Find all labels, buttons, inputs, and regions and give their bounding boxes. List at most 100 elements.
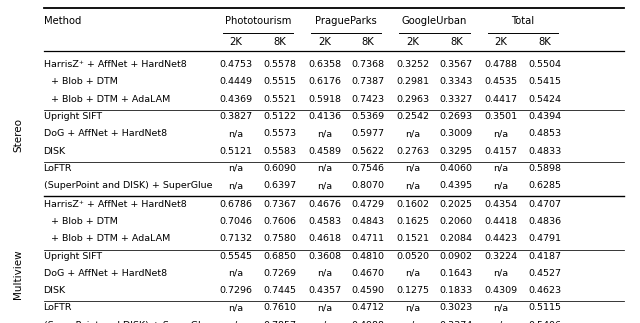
Text: LoFTR: LoFTR [44, 303, 72, 312]
Text: 0.4136: 0.4136 [308, 112, 341, 121]
Text: 0.5545: 0.5545 [220, 252, 253, 261]
Text: 0.5406: 0.5406 [528, 321, 561, 323]
Text: Total: Total [511, 16, 534, 26]
Text: 0.4395: 0.4395 [440, 181, 473, 190]
Text: n/a: n/a [317, 321, 332, 323]
Text: LoFTR: LoFTR [44, 164, 72, 173]
Text: n/a: n/a [317, 269, 332, 278]
Text: n/a: n/a [228, 303, 244, 312]
Text: 0.5504: 0.5504 [528, 60, 561, 69]
Text: DISK: DISK [44, 147, 66, 155]
Text: n/a: n/a [228, 269, 244, 278]
Text: Upright SIFT: Upright SIFT [44, 112, 102, 121]
Text: 0.4712: 0.4712 [351, 303, 385, 312]
Text: 0.1275: 0.1275 [396, 286, 429, 295]
Text: n/a: n/a [317, 303, 332, 312]
Text: (SuperPoint and DISK) + SuperGlue: (SuperPoint and DISK) + SuperGlue [44, 321, 212, 323]
Text: (SuperPoint and DISK) + SuperGlue: (SuperPoint and DISK) + SuperGlue [44, 181, 212, 190]
Text: 0.2084: 0.2084 [440, 234, 473, 243]
Text: 0.5583: 0.5583 [263, 147, 296, 155]
Text: 0.4417: 0.4417 [484, 95, 518, 104]
Text: 0.3023: 0.3023 [440, 303, 473, 312]
Text: 0.4833: 0.4833 [528, 147, 561, 155]
Text: 0.7445: 0.7445 [263, 286, 296, 295]
Text: 8K: 8K [538, 37, 551, 47]
Text: 0.4527: 0.4527 [528, 269, 561, 278]
Text: 0.4590: 0.4590 [351, 286, 385, 295]
Text: 0.5369: 0.5369 [351, 112, 385, 121]
Text: 0.7269: 0.7269 [263, 269, 296, 278]
Text: 0.5515: 0.5515 [263, 78, 296, 86]
Text: 0.4423: 0.4423 [484, 234, 518, 243]
Text: 0.5578: 0.5578 [263, 60, 296, 69]
Text: 0.6090: 0.6090 [263, 164, 296, 173]
Text: 0.0902: 0.0902 [440, 252, 473, 261]
Text: 0.4394: 0.4394 [528, 112, 561, 121]
Text: 0.7367: 0.7367 [263, 200, 296, 209]
Text: n/a: n/a [493, 181, 509, 190]
Text: 0.4449: 0.4449 [220, 78, 253, 86]
Text: 0.3009: 0.3009 [440, 129, 473, 138]
Text: 0.1521: 0.1521 [396, 234, 429, 243]
Text: 0.6285: 0.6285 [528, 181, 561, 190]
Text: 0.5521: 0.5521 [263, 95, 296, 104]
Text: 0.4676: 0.4676 [308, 200, 341, 209]
Text: 0.4354: 0.4354 [484, 200, 518, 209]
Text: n/a: n/a [317, 164, 332, 173]
Text: 0.2981: 0.2981 [396, 78, 429, 86]
Text: 0.4753: 0.4753 [220, 60, 253, 69]
Text: 0.2963: 0.2963 [396, 95, 429, 104]
Text: 0.7606: 0.7606 [263, 217, 296, 226]
Text: 0.7368: 0.7368 [351, 60, 385, 69]
Text: n/a: n/a [493, 303, 509, 312]
Text: 0.0520: 0.0520 [396, 252, 429, 261]
Text: 8K: 8K [273, 37, 286, 47]
Text: 0.4187: 0.4187 [528, 252, 561, 261]
Text: 0.3224: 0.3224 [484, 252, 518, 261]
Text: Multiview: Multiview [13, 250, 23, 299]
Text: Stereo: Stereo [13, 118, 23, 152]
Text: n/a: n/a [493, 129, 509, 138]
Text: 0.4623: 0.4623 [528, 286, 561, 295]
Text: 0.6397: 0.6397 [263, 181, 296, 190]
Text: 0.2542: 0.2542 [396, 112, 429, 121]
Text: 0.4309: 0.4309 [484, 286, 518, 295]
Text: 0.7546: 0.7546 [351, 164, 385, 173]
Text: HarrisZ⁺ + AffNet + HardNet8: HarrisZ⁺ + AffNet + HardNet8 [44, 60, 186, 69]
Text: DoG + AffNet + HardNet8: DoG + AffNet + HardNet8 [44, 269, 166, 278]
Text: 0.4618: 0.4618 [308, 234, 341, 243]
Text: n/a: n/a [405, 321, 420, 323]
Text: 0.5415: 0.5415 [528, 78, 561, 86]
Text: 0.4843: 0.4843 [351, 217, 385, 226]
Text: 0.4357: 0.4357 [308, 286, 341, 295]
Text: 8K: 8K [362, 37, 374, 47]
Text: 0.4711: 0.4711 [351, 234, 385, 243]
Text: 0.5573: 0.5573 [263, 129, 296, 138]
Text: 2K: 2K [230, 37, 243, 47]
Text: 0.3567: 0.3567 [440, 60, 473, 69]
Text: Phototourism: Phototourism [225, 16, 291, 26]
Text: 0.7046: 0.7046 [220, 217, 253, 226]
Text: 0.8070: 0.8070 [351, 181, 385, 190]
Text: 0.7132: 0.7132 [220, 234, 253, 243]
Text: 0.4060: 0.4060 [440, 164, 473, 173]
Text: 0.4583: 0.4583 [308, 217, 341, 226]
Text: 0.2025: 0.2025 [440, 200, 473, 209]
Text: 0.4988: 0.4988 [351, 321, 385, 323]
Text: n/a: n/a [317, 129, 332, 138]
Text: GoogleUrban: GoogleUrban [402, 16, 467, 26]
Text: 0.3295: 0.3295 [440, 147, 473, 155]
Text: 0.4729: 0.4729 [351, 200, 385, 209]
Text: 0.1625: 0.1625 [396, 217, 429, 226]
Text: 8K: 8K [450, 37, 463, 47]
Text: n/a: n/a [405, 129, 420, 138]
Text: 2K: 2K [495, 37, 508, 47]
Text: + Blob + DTM: + Blob + DTM [51, 78, 118, 86]
Text: 0.4369: 0.4369 [220, 95, 253, 104]
Text: 0.5622: 0.5622 [351, 147, 385, 155]
Text: 0.5121: 0.5121 [220, 147, 253, 155]
Text: DISK: DISK [44, 286, 66, 295]
Text: 0.4707: 0.4707 [528, 200, 561, 209]
Text: 0.4853: 0.4853 [528, 129, 561, 138]
Text: 0.7610: 0.7610 [263, 303, 296, 312]
